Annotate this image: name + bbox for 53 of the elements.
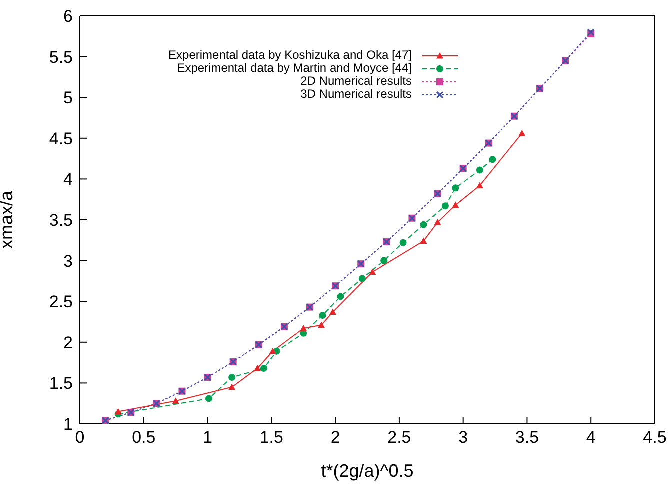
point [400, 239, 407, 246]
y-tick-label: 2 [64, 333, 73, 352]
x-tick-label: 2 [330, 428, 340, 448]
x-tick-label: 3.5 [515, 428, 540, 448]
x-axis-title: t*(2g/a)^0.5 [321, 461, 414, 481]
y-tick-label: 4.5 [49, 129, 73, 148]
point [476, 182, 484, 189]
point [206, 395, 213, 402]
point [476, 166, 484, 174]
point [114, 408, 122, 415]
point [254, 365, 262, 372]
legend-label: 2D Numerical results [300, 74, 412, 88]
y-tick-label: 4 [64, 170, 73, 190]
point [260, 365, 268, 372]
point [319, 312, 326, 319]
point [172, 398, 180, 404]
x-tick-label: 4.5 [643, 428, 667, 448]
point [380, 257, 388, 264]
point [369, 268, 376, 276]
y-tick-label: 1.5 [49, 374, 73, 394]
point [434, 218, 442, 226]
x-tick-label: 1 [203, 428, 213, 448]
point [337, 293, 344, 300]
y-tick-label: 1 [64, 415, 73, 434]
y-tick-label: 6 [64, 7, 73, 26]
x-tick-label: 1.5 [260, 428, 284, 448]
y-tick-label: 3 [64, 252, 73, 271]
point [420, 221, 428, 228]
legend-label: 3D Numerical results [300, 87, 412, 101]
point [489, 156, 496, 164]
y-tick-label: 2.5 [49, 292, 73, 312]
point [300, 325, 308, 332]
x-tick-label: 0 [75, 428, 85, 448]
x-tick-label: 2.5 [388, 428, 412, 448]
point [330, 308, 336, 316]
point [269, 348, 276, 354]
point [318, 322, 325, 328]
point [228, 384, 236, 390]
y-tick-label: 5.5 [49, 48, 73, 67]
x-tick-label: 3 [458, 428, 468, 448]
point [452, 184, 460, 192]
x-tick-label: 0.5 [132, 428, 156, 448]
point [442, 202, 449, 210]
y-tick-label: 3.5 [49, 211, 73, 230]
point [420, 238, 428, 244]
point [452, 202, 460, 208]
point [228, 374, 236, 381]
point [358, 275, 366, 282]
x-tick-label: 4 [586, 428, 596, 448]
legend-label: Experimental data by Martin and Moyce [44] [177, 61, 412, 75]
point [518, 130, 526, 136]
legend-label: Experimental data by Koshizuka and Oka [47] [168, 48, 412, 62]
y-tick-label: 5 [64, 88, 73, 108]
